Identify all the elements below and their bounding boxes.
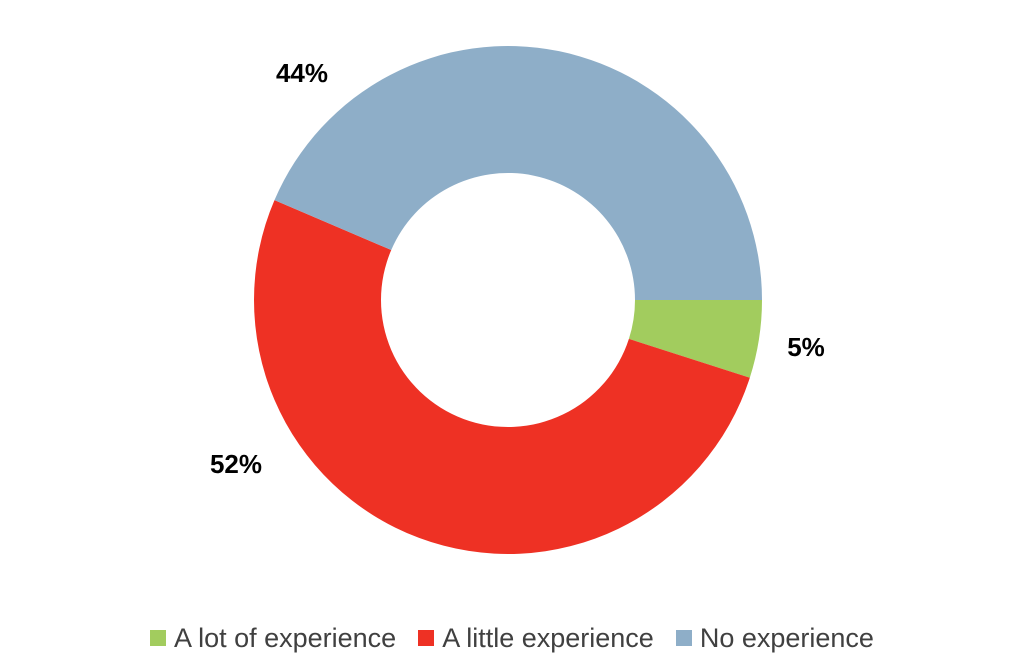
legend-label: A lot of experience [174, 622, 397, 653]
legend-swatch [150, 630, 167, 646]
slice-no-experience [274, 45, 762, 301]
slice-a-lot-of-experience [628, 300, 762, 378]
donut-slices [254, 45, 762, 554]
slice-a-little-experience [254, 200, 750, 554]
data-labels: 5% 52% 44% [210, 58, 825, 479]
legend-item-no-experience: No experience [675, 622, 874, 654]
legend-item-a-lot-of-experience: A lot of experience [150, 623, 396, 654]
legend-swatch [675, 630, 692, 646]
legend-label: A little experience [442, 622, 654, 653]
data-label-a-lot-of-experience: 5% [787, 332, 825, 362]
data-label-a-little-experience: 52% [210, 449, 262, 479]
data-label-no-experience: 44% [276, 58, 328, 88]
legend-label: No experience [699, 622, 874, 653]
legend-item-a-little-experience: A little experience [418, 623, 654, 654]
legend-swatch [418, 630, 435, 646]
legend: A lot of experience A little experience … [0, 618, 1024, 658]
